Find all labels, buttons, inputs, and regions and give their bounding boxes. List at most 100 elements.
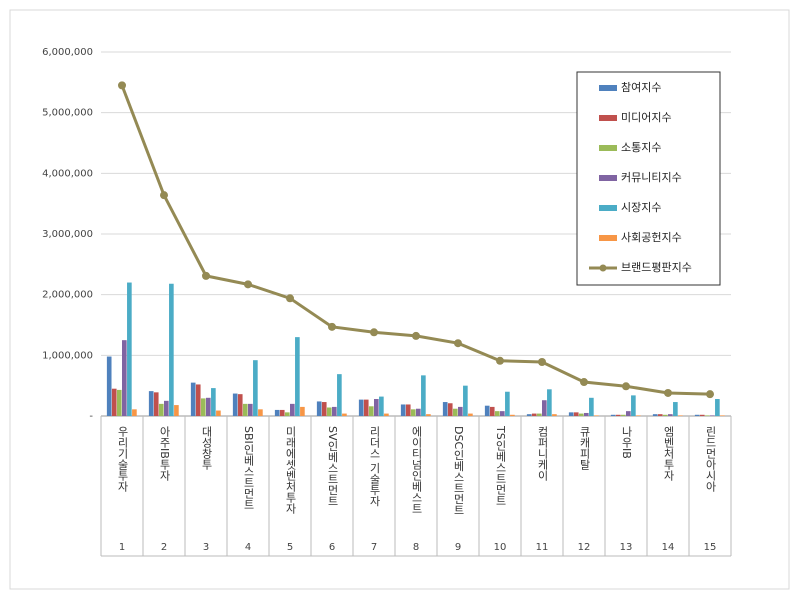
bar bbox=[452, 408, 458, 416]
legend-swatch bbox=[599, 205, 617, 211]
bar bbox=[568, 412, 574, 416]
rank-label: 13 bbox=[620, 542, 633, 553]
line-marker bbox=[370, 328, 378, 337]
bar bbox=[274, 409, 280, 416]
legend-label: 미디어지수 bbox=[621, 111, 672, 124]
bar bbox=[468, 413, 473, 416]
rank-label: 9 bbox=[455, 542, 461, 553]
bar bbox=[526, 414, 532, 416]
bar bbox=[720, 415, 725, 416]
bar bbox=[584, 412, 589, 416]
x-tick-label: 리더스 기술투자 bbox=[368, 426, 381, 507]
bar bbox=[242, 403, 248, 416]
rank-label: 7 bbox=[371, 542, 377, 553]
x-tick-label: 컴퍼니케이 bbox=[536, 426, 549, 482]
x-tick-label: 엠벤처투자 bbox=[662, 426, 675, 481]
legend-swatch bbox=[599, 85, 617, 91]
bar bbox=[332, 406, 337, 416]
bar bbox=[116, 389, 122, 416]
rank-label: 15 bbox=[704, 542, 717, 553]
bar bbox=[374, 399, 379, 416]
line-marker bbox=[244, 280, 252, 289]
x-tick-label: 아주IB투자 bbox=[158, 426, 171, 481]
line-marker bbox=[454, 339, 462, 348]
bar bbox=[153, 392, 159, 416]
bar bbox=[106, 356, 112, 416]
y-tick-label: 6,000,000 bbox=[42, 47, 93, 58]
x-tick-label: SBI인베스트먼트 bbox=[242, 426, 255, 510]
rank-label: 5 bbox=[287, 542, 293, 553]
bar bbox=[358, 399, 364, 416]
bar bbox=[505, 391, 510, 416]
bar bbox=[164, 400, 169, 416]
rank-label: 11 bbox=[536, 542, 549, 553]
bar bbox=[316, 401, 322, 416]
x-tick-label: 우리기술투자 bbox=[116, 426, 129, 492]
bar bbox=[489, 406, 495, 416]
bar bbox=[699, 414, 705, 416]
line-marker bbox=[622, 382, 630, 391]
line-marker bbox=[202, 271, 210, 280]
bar bbox=[321, 402, 327, 416]
line-marker bbox=[160, 191, 168, 200]
legend-label: 참여지수 bbox=[621, 81, 661, 94]
bar bbox=[421, 375, 426, 416]
bar bbox=[200, 398, 206, 416]
rank-label: 10 bbox=[494, 542, 507, 553]
line-marker bbox=[664, 388, 672, 397]
legend-label: 브랜드평판지수 bbox=[621, 261, 692, 274]
bar bbox=[426, 414, 431, 416]
bar bbox=[253, 360, 258, 416]
bar bbox=[405, 404, 411, 416]
bar bbox=[258, 409, 263, 416]
bar bbox=[190, 382, 196, 416]
rank-label: 3 bbox=[203, 542, 209, 553]
y-tick-label: 4,000,000 bbox=[42, 168, 93, 179]
bar bbox=[442, 402, 448, 416]
bar bbox=[578, 413, 584, 416]
bar bbox=[673, 402, 678, 416]
rank-label: 1 bbox=[119, 542, 125, 553]
line-marker bbox=[412, 331, 420, 340]
bar bbox=[536, 413, 542, 416]
rank-label: 8 bbox=[413, 542, 419, 553]
bar bbox=[594, 415, 599, 416]
y-tick-label: - bbox=[89, 411, 93, 422]
x-tick-label: 미래에셋벤처투자 bbox=[284, 426, 297, 514]
bar bbox=[668, 414, 673, 416]
bar bbox=[368, 406, 374, 416]
bar bbox=[295, 337, 300, 416]
bar bbox=[132, 409, 137, 416]
bar bbox=[652, 414, 658, 416]
rank-label: 6 bbox=[329, 542, 335, 553]
bar bbox=[547, 389, 552, 416]
bar bbox=[447, 403, 453, 416]
bar bbox=[326, 407, 332, 416]
legend-swatch bbox=[599, 235, 617, 241]
rank-label: 14 bbox=[662, 542, 675, 553]
line-marker bbox=[328, 322, 336, 331]
bar bbox=[500, 411, 505, 416]
x-tick-label: 린드먼아시아 bbox=[704, 426, 717, 493]
line-marker bbox=[706, 390, 714, 399]
bar bbox=[458, 406, 463, 416]
bar bbox=[237, 394, 243, 416]
bar bbox=[290, 403, 295, 416]
x-tick-label: 에이티넘인베스트 bbox=[410, 426, 423, 514]
line-marker bbox=[538, 358, 546, 367]
rank-label: 2 bbox=[161, 542, 167, 553]
rank-label: 4 bbox=[245, 542, 251, 553]
bar bbox=[589, 397, 594, 416]
rank-label: 12 bbox=[578, 542, 591, 553]
bar bbox=[636, 415, 641, 416]
bar bbox=[379, 396, 384, 416]
bar bbox=[337, 374, 342, 416]
legend-swatch bbox=[599, 145, 617, 151]
bar bbox=[410, 409, 416, 416]
legend-label: 시장지수 bbox=[621, 201, 661, 214]
bar bbox=[573, 412, 579, 416]
bar bbox=[715, 399, 720, 416]
y-tick-label: 3,000,000 bbox=[42, 229, 93, 240]
bar bbox=[542, 400, 547, 416]
